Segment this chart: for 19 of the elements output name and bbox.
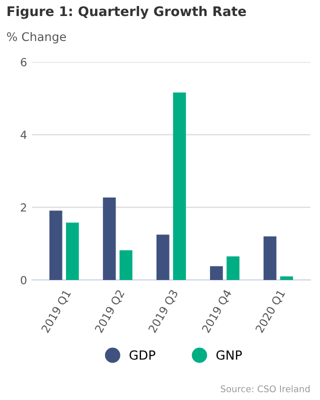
bar xyxy=(173,92,186,280)
bar xyxy=(210,266,223,280)
bar xyxy=(102,198,116,280)
y-tick-label: 0 xyxy=(20,276,26,284)
legend-label: GDP xyxy=(130,350,156,360)
bar xyxy=(264,236,276,280)
legend-label: GNP xyxy=(216,350,242,360)
bar xyxy=(49,210,62,280)
y-tick-label: 4 xyxy=(20,130,27,139)
y-tick-label: 2 xyxy=(20,203,26,212)
source-note: Source: CSO Ireland xyxy=(220,385,310,392)
y-axis-title: % Change xyxy=(7,32,66,44)
y-tick-label: 6 xyxy=(20,58,26,66)
bar xyxy=(226,256,240,280)
bar xyxy=(66,222,79,280)
chart-title: Figure 1: Quarterly Growth Rate xyxy=(8,6,246,19)
bar xyxy=(156,234,170,280)
bar xyxy=(120,250,132,280)
bar xyxy=(280,276,293,280)
